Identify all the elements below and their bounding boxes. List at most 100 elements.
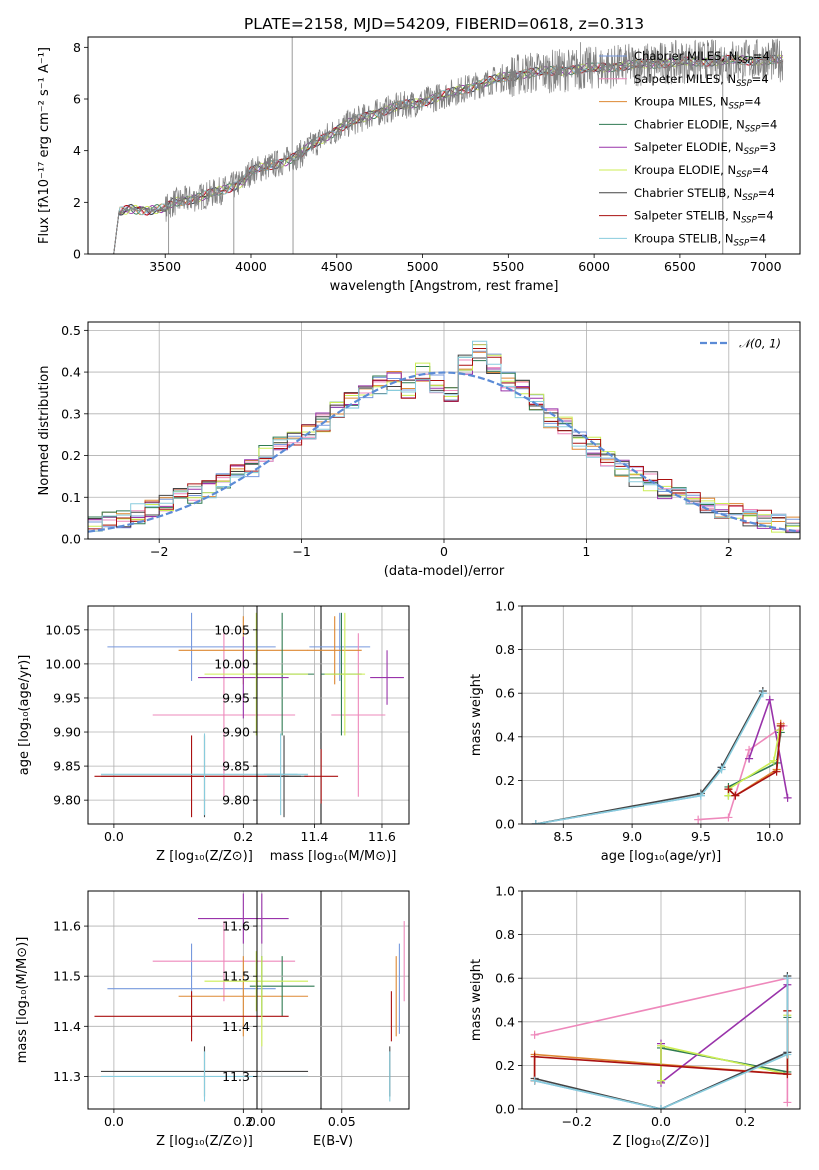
series-line-chabrier-elodie — [660, 1017, 789, 1081]
x-axis-label: E(B-V) — [313, 1134, 353, 1149]
x-axis-label: Z [log₁₀(Z/Z⊙)] — [156, 1134, 253, 1149]
axes-frame — [256, 605, 410, 825]
y-tick-label: 11.5 — [53, 969, 81, 984]
x-axis-label: age [log₁₀(age/yr)] — [601, 849, 722, 864]
legend-label-salpeter-elodie: Salpeter ELODIE, NSSP=3 — [634, 140, 776, 157]
panel-age-vs-Z: 0.0 0.2 9.80 9.85 9.90 9.95 10.00 10.05 Z [log₁₀… — [17, 605, 322, 864]
y-tick-label: 2 — [73, 195, 81, 210]
y-tick-label: 11.4 — [53, 1019, 81, 1034]
x-tick-label: 5500 — [492, 259, 524, 274]
legend-label-gaussian: 𝒩(0, 1) — [739, 337, 781, 351]
legend-label-salpeter-stelib: Salpeter STELIB, NSSP=4 — [634, 209, 774, 226]
x-axis-label: Z [log₁₀(Z/Z⊙)] — [613, 1134, 710, 1149]
panel-massweight-vs-age: 8.5 9.0 9.5 10.0 0.0 0.2 0.4 0.6 0.8 1.0 age [log₁… — [469, 599, 801, 864]
point-marker-salpeter-stelib — [724, 785, 733, 794]
point-marker-kroupa-stelib — [530, 1076, 539, 1085]
chart-title: PLATE=2158, MJD=54209, FIBERID=0618, z=0… — [244, 15, 644, 33]
y-tick-label: 9.80 — [222, 793, 250, 808]
series-line-kroupa-stelib — [535, 692, 764, 824]
axes-frame — [87, 36, 801, 255]
legend-label-kroupa-stelib: Kroupa STELIB, NSSP=4 — [634, 231, 766, 248]
point-marker-salpeter-miles — [724, 813, 733, 822]
y-axis-label: mass weight — [469, 674, 484, 756]
point-marker-kroupa-elodie — [657, 1076, 665, 1085]
x-tick-label: 5000 — [407, 259, 439, 274]
legend-label-kroupa-miles: Kroupa MILES, NSSP=4 — [634, 95, 761, 112]
y-tick-label: 0.4 — [495, 1014, 515, 1029]
axes-frame — [87, 605, 322, 825]
x-tick-label: −2 — [150, 544, 168, 559]
point-marker-salpeter-miles — [783, 1098, 792, 1107]
point-marker-salpeter-miles — [530, 1030, 539, 1039]
point-marker-salpeter-elodie — [783, 793, 792, 802]
x-tick-label: 7000 — [750, 259, 782, 274]
panel-mass-vs-Z: 0.0 0.2 11.3 11.4 11.5 11.6 Z [log₁₀(Z/Z⊙)] mas… — [15, 890, 322, 1149]
x-tick-label: 0.2 — [735, 1114, 755, 1129]
y-tick-label: 0.0 — [61, 532, 81, 547]
y-tick-label: 10.05 — [45, 622, 81, 637]
y-tick-label: 0.0 — [495, 1102, 515, 1117]
point-marker-kroupa-elodie — [657, 1041, 665, 1050]
y-tick-label: 0.3 — [61, 406, 81, 421]
histogram-kroupa-stelib — [88, 340, 800, 532]
panel-age-vs-mass: 11.4 11.6 9.80 9.85 9.90 9.95 10.00 10.05 mass [… — [214, 605, 410, 864]
y-tick-label: 11.6 — [53, 919, 81, 934]
y-tick-label: 0.4 — [495, 729, 515, 744]
point-marker-salpeter-elodie — [765, 695, 774, 704]
y-tick-label: 10.00 — [214, 656, 250, 671]
y-tick-label: 0.0 — [495, 817, 515, 832]
legend-label-chabrier-stelib: Chabrier STELIB, NSSP=4 — [634, 186, 775, 203]
legend: Chabrier MILES, NSSP=4 Salpeter MILES, NS… — [599, 49, 777, 248]
panel-massweight-vs-Z: −0.2 0.0 0.2 0.0 0.2 0.4 0.6 0.8 1.0 Z [log₁₀(Z/Z… — [469, 884, 801, 1149]
axes-frame — [87, 321, 801, 540]
plot-area — [88, 340, 800, 534]
y-tick-label: 9.85 — [53, 759, 81, 774]
y-tick-label: 0.2 — [495, 773, 515, 788]
x-tick-label: 0.0 — [104, 1114, 124, 1129]
model-line-chabrier-elodie — [113, 55, 784, 254]
y-axis-label: mass [log₁₀(M/M⊙)] — [15, 937, 30, 1064]
x-tick-label: 0.0 — [104, 829, 124, 844]
y-tick-label: 11.3 — [222, 1069, 250, 1084]
x-tick-label: 0.05 — [328, 1114, 356, 1129]
y-axis-label: Flux [fλ10⁻¹⁷ erg cm⁻² s⁻¹ A⁻¹] — [37, 47, 52, 244]
plot-area — [530, 972, 792, 1109]
y-tick-label: 9.95 — [222, 690, 250, 705]
x-tick-label: 6000 — [578, 259, 610, 274]
point-marker-kroupa-stelib — [783, 1050, 792, 1059]
y-tick-label: 11.5 — [222, 969, 250, 984]
y-tick-label: 10.00 — [45, 656, 81, 671]
x-tick-label: 1 — [582, 544, 590, 559]
x-axis-label: wavelength [Angstrom, rest frame] — [330, 279, 559, 294]
x-tick-label: 6500 — [664, 259, 696, 274]
axes-frame — [521, 890, 801, 1110]
y-tick-label: 0.8 — [495, 927, 515, 942]
gaussian-curve — [88, 371, 800, 533]
x-tick-label: 9.0 — [622, 829, 642, 844]
point-marker-salpeter-stelib — [772, 767, 781, 776]
x-tick-label: 0.00 — [248, 1114, 276, 1129]
y-tick-label: 6 — [73, 92, 81, 107]
series-line-kroupa-stelib — [534, 978, 789, 1109]
y-tick-label: 0.4 — [61, 365, 81, 380]
data-spectrum-line — [113, 38, 784, 254]
x-tick-label: 4000 — [235, 259, 267, 274]
point-marker-kroupa-stelib — [696, 791, 705, 800]
series-line-chabrier-stelib — [535, 690, 764, 824]
point-marker-kroupa-stelib — [717, 765, 726, 774]
x-tick-label: 11.4 — [301, 829, 329, 844]
series-line-salpeter-stelib — [727, 725, 782, 797]
x-tick-label: 0.2 — [233, 829, 253, 844]
y-tick-label: 0.2 — [61, 448, 81, 463]
x-axis-label: Z [log₁₀(Z/Z⊙)] — [156, 849, 253, 864]
y-tick-label: 9.80 — [53, 793, 81, 808]
panel-residuals: −2 −1 0 1 2 0.0 0.1 0.2 0.3 0.4 0.5 (data-model)/er… — [37, 321, 801, 579]
axes-frame — [256, 890, 410, 1110]
y-axis-label: Normed distribution — [37, 366, 52, 496]
axes-frame — [521, 605, 801, 825]
series-line-salpeter-miles — [698, 725, 784, 821]
x-tick-label: 0 — [440, 544, 448, 559]
point-marker-salpeter-miles — [694, 815, 703, 824]
point-marker-salpeter-stelib — [530, 1052, 539, 1061]
